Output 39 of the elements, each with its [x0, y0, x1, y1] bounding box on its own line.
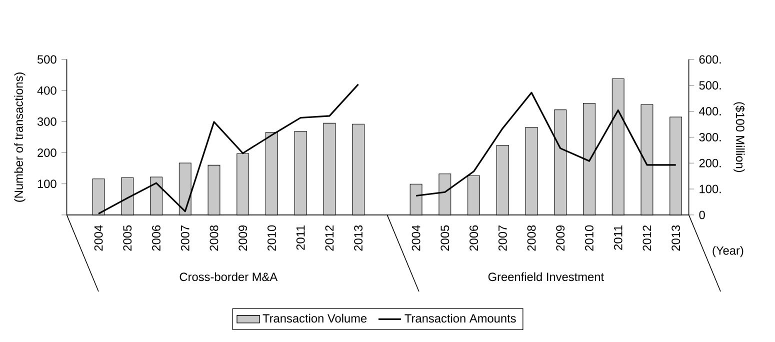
y2-tick-label: 100.: [700, 184, 721, 194]
x-tick-label: 2004: [412, 225, 420, 251]
legend-label: Transaction Amounts: [404, 314, 516, 323]
y-tick-label: 500: [37, 55, 56, 64]
y-tick-label: 200: [38, 148, 56, 158]
x-tick-label: 2006: [152, 226, 160, 251]
x-tick-label: 2007: [498, 226, 507, 251]
x-tick-label: 2013: [354, 226, 363, 251]
x-tick-label: 2011: [614, 226, 622, 250]
y-tick-label: 100: [38, 180, 56, 188]
y2-tick-label: 400.: [699, 107, 721, 116]
y2-tick-label: 0: [699, 210, 705, 220]
text: Greenfield Investment: [488, 272, 604, 282]
y-axis-title: (Number of transactions): [14, 72, 26, 202]
y-tick-label: 300: [37, 118, 56, 126]
x-tick-label: 2006: [470, 226, 478, 251]
y2-axis-title: ($100 Million): [734, 102, 745, 172]
y-tick-label: 400: [37, 86, 56, 95]
legend-label: Transaction Volume: [262, 314, 367, 323]
x-tick-label: 2007: [180, 226, 190, 251]
x-tick-label: 2011: [296, 226, 305, 250]
x-tick-label: 2009: [238, 226, 248, 251]
x-tick-label: 2012: [642, 226, 652, 251]
x-tick-label: 2008: [210, 226, 218, 251]
x-tick-label: 2012: [325, 226, 334, 251]
x-axis-title: (Year): [712, 246, 744, 258]
x-tick-label: 2013: [672, 226, 680, 251]
x-tick-label: 2010: [585, 225, 594, 251]
x-tick-label: 2008: [527, 226, 536, 251]
x-tick-label: 2009: [556, 226, 565, 251]
x-tick-label: 2005: [123, 226, 132, 251]
y2-tick-label: 500.: [699, 81, 721, 90]
x-tick-label: 2005: [440, 226, 450, 251]
y2-tick-label: 200.: [699, 159, 721, 168]
y2-tick-label: 600.: [699, 55, 721, 64]
x-tick-label: 2010: [268, 225, 276, 251]
x-tick-label: 2004: [94, 225, 103, 251]
text: Cross-border M&A: [180, 272, 278, 282]
y2-tick-label: 300.: [699, 133, 721, 142]
